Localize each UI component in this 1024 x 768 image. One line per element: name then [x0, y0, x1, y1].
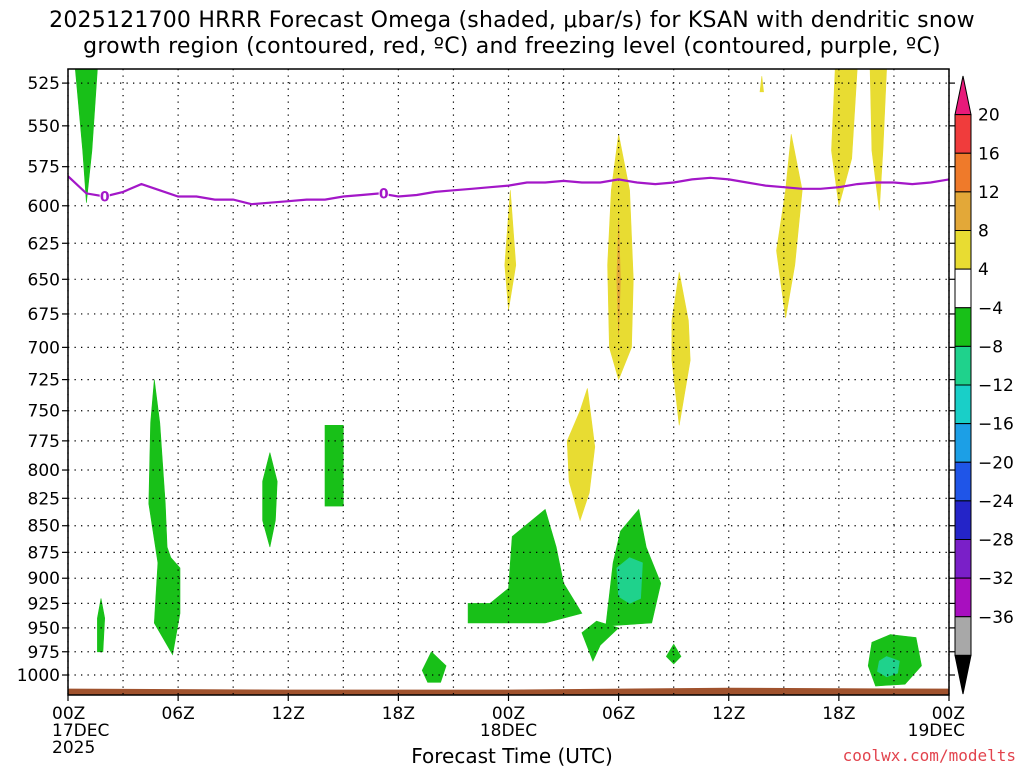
- omega-region-yellow-15: [759, 76, 764, 93]
- x-tick-label: 06Z: [602, 704, 635, 724]
- y-tick-label: 725: [28, 371, 60, 391]
- omega-region-yellow-20: [776, 134, 803, 319]
- colorbar-segment: [954, 500, 972, 540]
- omega-region-green-6: [467, 508, 583, 624]
- y-tick-label: 900: [28, 569, 60, 589]
- colorbar-label: 8: [978, 222, 989, 242]
- freezing-level-label: 0: [100, 190, 110, 206]
- y-tick-label: 975: [28, 643, 60, 663]
- y-tick-label: 525: [28, 74, 60, 94]
- omega-region-green-0: [74, 69, 98, 203]
- x-tick-label: 18DEC: [480, 721, 537, 741]
- omega-region-yellow-14: [869, 69, 887, 211]
- y-tick-label: 550: [28, 117, 60, 137]
- colorbar-segment: [954, 307, 972, 347]
- x-tick-label: 06Z: [161, 704, 194, 724]
- x-tick-label: 2025: [52, 738, 95, 758]
- x-tick-label: 17DEC: [52, 721, 109, 741]
- colorbar-label: −28: [978, 531, 1014, 551]
- y-tick-label: 825: [28, 489, 60, 509]
- colorbar-segment: [954, 423, 972, 463]
- omega-region-yellow-17: [607, 134, 634, 381]
- y-tick-label: 675: [28, 305, 60, 325]
- x-tick-label: 12Z: [712, 704, 745, 724]
- colorbar-segment: [954, 268, 972, 309]
- y-tick-label: 775: [28, 432, 60, 452]
- omega-region-green-3: [262, 452, 278, 548]
- colorbar-segment: [954, 230, 972, 270]
- x-tick-label: 00Z: [52, 704, 85, 724]
- fz-label-bg-1: [378, 185, 389, 201]
- y-tick-label: 750: [28, 402, 60, 422]
- colorbar-segment: [954, 616, 972, 656]
- colorbar-segment: [954, 345, 972, 386]
- omega-region-green-5: [421, 651, 447, 683]
- colorbar-label: −12: [978, 376, 1014, 396]
- y-tick-label: 950: [28, 619, 60, 639]
- omega-region-green-4: [324, 424, 344, 507]
- omega-region-yellow-19: [566, 388, 596, 522]
- x-tick-label: 18Z: [822, 704, 855, 724]
- colorbar-label: −36: [978, 608, 1014, 628]
- colorbar-segment: [954, 577, 972, 618]
- x-tick-label: 19DEC: [908, 721, 965, 741]
- colorbar-label: −32: [978, 569, 1014, 589]
- x-tick-label: 18Z: [382, 704, 415, 724]
- colorbar-label: −24: [978, 492, 1014, 512]
- colorbar-segment: [954, 384, 972, 425]
- y-tick-label: 925: [28, 594, 60, 614]
- y-tick-label: 875: [28, 543, 60, 563]
- colorbar-segment: [954, 191, 972, 231]
- freezing-level-label: 0: [379, 186, 389, 202]
- colorbar-segment: [954, 114, 972, 154]
- colorbar-segment: [954, 461, 972, 502]
- x-axis-label: Forecast Time (UTC): [411, 744, 613, 768]
- y-tick-label: 650: [28, 270, 60, 290]
- colorbar-segment: [954, 152, 972, 193]
- colorbar-label: −16: [978, 415, 1014, 435]
- colorbar-label: −20: [978, 453, 1014, 473]
- colorbar-segment: [954, 539, 972, 579]
- colorbar-label: −4: [978, 299, 1003, 319]
- y-tick-label: 625: [28, 234, 60, 254]
- colorbar-label: 16: [978, 144, 1000, 164]
- x-tick-label: 12Z: [272, 704, 305, 724]
- y-tick-label: 700: [28, 338, 60, 358]
- y-tick-label: 600: [28, 197, 60, 217]
- colorbar-segment-bottom: [954, 654, 972, 695]
- y-tick-label: 1000: [17, 666, 60, 686]
- omega-region-yellow-13: [831, 69, 858, 206]
- omega-region-green-7: [581, 620, 620, 662]
- omega-region-green-1: [148, 379, 181, 656]
- fz-label-bg-0: [99, 188, 110, 204]
- chart-title-line2: growth region (contoured, red, ºC) and f…: [83, 34, 941, 59]
- colorbar-segment-top: [954, 75, 972, 116]
- omega-region-teal-11: [616, 557, 643, 604]
- colorbar-label: 4: [978, 260, 989, 280]
- y-tick-label: 800: [28, 461, 60, 481]
- x-tick-label: 00Z: [932, 704, 965, 724]
- y-tick-label: 850: [28, 517, 60, 537]
- y-tick-label: 575: [28, 158, 60, 178]
- omega-region-yellow-16: [504, 190, 517, 310]
- colorbar-label: −8: [978, 337, 1003, 357]
- x-tick-label: 00Z: [492, 704, 525, 724]
- freezing-level-contour: [68, 175, 949, 206]
- colorbar-label: 20: [978, 106, 1000, 126]
- omega-region-green-2: [97, 598, 106, 653]
- site-credit[interactable]: coolwx.com/modelts: [842, 746, 1016, 765]
- chart-title-line1: 2025121700 HRRR Forecast Omega (shaded, …: [49, 8, 975, 33]
- omega-region-yellow-18: [671, 272, 691, 426]
- colorbar-label: 12: [978, 183, 1000, 203]
